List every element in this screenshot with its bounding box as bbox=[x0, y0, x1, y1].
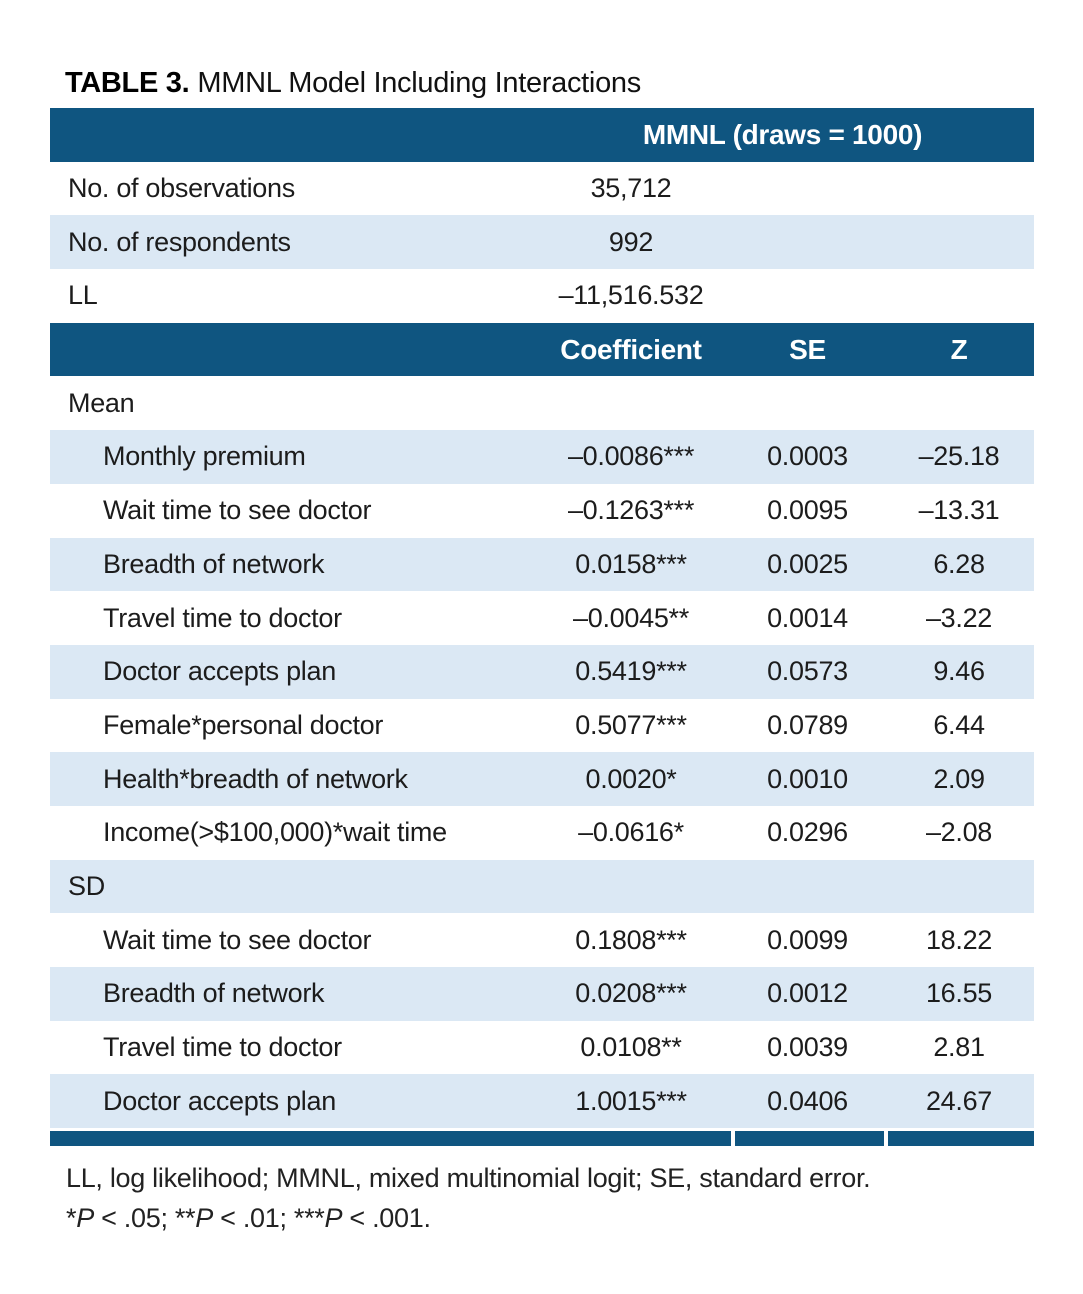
p-italic: P bbox=[195, 1203, 213, 1233]
row-label: Breadth of network bbox=[103, 978, 325, 1009]
bottom-border-segment bbox=[50, 1131, 731, 1147]
row-label: Income(>$100,000)*wait time bbox=[103, 817, 447, 848]
model-header-band: MMNL (draws = 1000) bbox=[50, 108, 1034, 162]
data-row: Doctor accepts plan 1.0015*** 0.0406 24.67 bbox=[50, 1074, 1034, 1129]
mmnl-table: MMNL (draws = 1000) No. of observations 3… bbox=[50, 108, 1034, 1147]
coefficient-value: 0.5419*** bbox=[575, 656, 687, 687]
se-value: 0.0296 bbox=[767, 817, 848, 848]
table-title: TABLE 3. MMNL Model Including Interaction… bbox=[65, 66, 641, 100]
data-row: Monthly premium –0.0086*** 0.0003 –25.18 bbox=[50, 430, 1034, 484]
se-value: 0.0039 bbox=[767, 1032, 848, 1063]
bottom-border-segment bbox=[735, 1131, 884, 1147]
info-value: –11,516.532 bbox=[558, 280, 704, 311]
p-italic: P bbox=[76, 1203, 94, 1233]
info-row: No. of respondents 992 bbox=[50, 215, 1034, 270]
data-row: Wait time to see doctor 0.1808*** 0.0099 18… bbox=[50, 913, 1034, 967]
z-value: 6.44 bbox=[933, 709, 985, 740]
column-header-band: Coefficient SE Z bbox=[50, 322, 1034, 377]
coefficient-value: 0.0020* bbox=[585, 763, 677, 794]
info-value: 992 bbox=[608, 226, 654, 257]
row-label: Monthly premium bbox=[103, 441, 306, 472]
z-value: –2.08 bbox=[925, 817, 993, 848]
column-header-coefficient: Coefficient bbox=[560, 333, 702, 365]
se-value: 0.0789 bbox=[767, 709, 848, 740]
se-value: 0.0010 bbox=[767, 763, 848, 794]
coefficient-value: –0.0616* bbox=[578, 817, 684, 848]
row-label: Doctor accepts plan bbox=[103, 1085, 336, 1116]
data-row: Female*personal doctor 0.5077*** 0.0789 6.4… bbox=[50, 699, 1034, 753]
footnote-text: < .001. bbox=[342, 1203, 431, 1233]
column-header-z: Z bbox=[950, 333, 968, 365]
se-value: 0.0014 bbox=[767, 602, 848, 633]
table-title-text: MMNL Model Including Interactions bbox=[197, 67, 641, 99]
z-value: 24.67 bbox=[925, 1085, 993, 1116]
coefficient-value: 0.1808*** bbox=[575, 924, 687, 955]
data-row: Doctor accepts plan 0.5419*** 0.0573 9.46 bbox=[50, 644, 1034, 699]
section-row: SD bbox=[50, 859, 1034, 914]
footnote-text: < .05; ** bbox=[93, 1203, 196, 1233]
footnote-abbreviations: LL, log likelihood; MMNL, mixed multinom… bbox=[66, 1163, 871, 1193]
row-label: Female*personal doctor bbox=[103, 709, 384, 740]
se-value: 0.0095 bbox=[767, 495, 848, 526]
se-value: 0.0406 bbox=[767, 1085, 848, 1116]
table-bottom-border bbox=[50, 1131, 1034, 1147]
model-header: MMNL (draws = 1000) bbox=[642, 118, 923, 150]
z-value: 2.81 bbox=[933, 1032, 985, 1063]
coefficient-value: 0.0158*** bbox=[575, 548, 687, 579]
se-value: 0.0003 bbox=[767, 441, 848, 472]
z-value: –25.18 bbox=[918, 441, 1000, 472]
row-label: Travel time to doctor bbox=[103, 1032, 342, 1063]
row-label: Health*breadth of network bbox=[103, 763, 408, 794]
z-value: –3.22 bbox=[925, 602, 993, 633]
z-value: 2.09 bbox=[933, 763, 985, 794]
section-row: Mean bbox=[50, 376, 1034, 430]
data-row: Breadth of network 0.0208*** 0.0012 16.55 bbox=[50, 967, 1034, 1021]
info-row: No. of observations 35,712 bbox=[50, 162, 1034, 216]
row-label: Travel time to doctor bbox=[103, 602, 342, 633]
se-value: 0.0012 bbox=[767, 978, 848, 1009]
coefficient-value: 0.0208*** bbox=[575, 978, 687, 1009]
z-value: 9.46 bbox=[933, 656, 985, 687]
bottom-border-segment bbox=[888, 1131, 1034, 1147]
z-value: 18.22 bbox=[925, 924, 993, 955]
data-row: Income(>$100,000)*wait time –0.0616* 0.029… bbox=[50, 806, 1034, 860]
footnote-significance: *P < .05; **P < .01; ***P < .001. bbox=[66, 1202, 431, 1234]
se-value: 0.0025 bbox=[767, 548, 848, 579]
data-row: Health*breadth of network 0.0020* 0.0010 2.… bbox=[50, 752, 1034, 806]
coefficient-value: –0.1263*** bbox=[567, 495, 695, 526]
column-header-se: SE bbox=[789, 333, 826, 365]
footnote-text: < .01; *** bbox=[212, 1203, 325, 1233]
row-label: Wait time to see doctor bbox=[103, 495, 372, 526]
row-label: No. of respondents bbox=[68, 226, 291, 257]
info-value: 35,712 bbox=[590, 173, 672, 204]
table-title-label: TABLE 3. bbox=[65, 67, 190, 99]
row-label: Breadth of network bbox=[103, 548, 325, 579]
info-row: LL –11,516.532 bbox=[50, 269, 1034, 323]
row-label: Doctor accepts plan bbox=[103, 656, 336, 687]
data-row: Travel time to doctor –0.0045** 0.0014 –3.2… bbox=[50, 591, 1034, 645]
coefficient-value: –0.0086*** bbox=[567, 441, 695, 472]
p-italic: P bbox=[324, 1203, 343, 1233]
se-value: 0.0099 bbox=[767, 924, 848, 955]
coefficient-value: –0.0045** bbox=[573, 602, 689, 633]
coefficient-value: 0.0108** bbox=[580, 1032, 682, 1063]
data-row: Wait time to see doctor –0.1263*** 0.0095 –… bbox=[50, 484, 1034, 538]
section-label: Mean bbox=[68, 387, 135, 418]
z-value: 16.55 bbox=[925, 978, 993, 1009]
info-rows: No. of observations 35,712 No. of responde… bbox=[50, 162, 1034, 323]
row-label: No. of observations bbox=[68, 173, 295, 204]
z-value: –13.31 bbox=[918, 495, 1000, 526]
coefficient-value: 1.0015*** bbox=[575, 1085, 687, 1116]
data-row: Breadth of network 0.0158*** 0.0025 6.28 bbox=[50, 537, 1034, 592]
table-body: Mean Monthly premium –0.0086*** 0.0003 –25.1… bbox=[50, 376, 1034, 1129]
row-label: Wait time to see doctor bbox=[103, 924, 372, 955]
row-label: LL bbox=[68, 280, 98, 311]
z-value: 6.28 bbox=[933, 548, 985, 579]
data-row: Travel time to doctor 0.0108** 0.0039 2.81 bbox=[50, 1021, 1034, 1075]
se-value: 0.0573 bbox=[767, 656, 848, 687]
coefficient-value: 0.5077*** bbox=[575, 709, 687, 740]
footnote-text: * bbox=[66, 1203, 77, 1233]
section-label: SD bbox=[68, 870, 105, 901]
